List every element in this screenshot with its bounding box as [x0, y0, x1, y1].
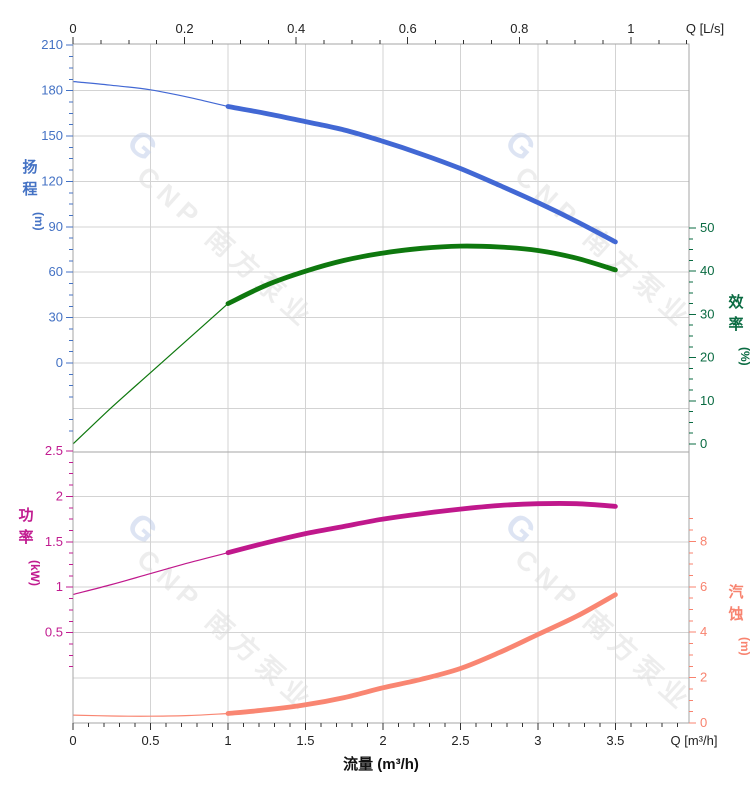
head-curve: [225, 104, 618, 245]
efficiency-curve-thin: [72, 303, 229, 445]
efficiency-axis-tick-label: 0: [700, 436, 707, 451]
cnp-watermark-logo-icon: G: [498, 506, 543, 552]
top-axis-tick-label: 1: [627, 21, 634, 36]
npsh-curve: [225, 592, 618, 716]
npsh-axis-tick-label: 2: [700, 670, 707, 685]
head-axis-tick-label: 210: [41, 37, 63, 52]
npsh-axis-tick-label: 4: [700, 624, 707, 639]
efficiency-axis-tick-label: 30: [700, 306, 714, 321]
head-axis-tick-label: 60: [49, 264, 63, 279]
head-axis-tick-label: 150: [41, 128, 63, 143]
npsh-axis-title: 蚀: [727, 605, 743, 623]
power-axis-title: 功: [18, 507, 33, 524]
bottom-axis-tick-label: 2: [379, 733, 386, 748]
bottom-axis-tick-label: 0: [69, 733, 76, 748]
bottom-axis-tick-label: 2.5: [451, 733, 469, 748]
head-axis-tick-label: 0: [56, 355, 63, 370]
top-axis-tick-label: 0.8: [510, 21, 528, 36]
power-curve-thin: [72, 552, 229, 596]
bottom-axis-unit-label: Q [m³/h]: [671, 733, 718, 748]
npsh-axis-tick-label: 8: [700, 533, 707, 548]
cnp-watermark-logo-icon: G: [120, 123, 165, 169]
efficiency-axis-tick-label: 10: [700, 393, 714, 408]
head-axis-title: 扬: [22, 158, 37, 176]
efficiency-axis-title: 效: [728, 293, 744, 311]
bottom-axis-tick-label: 1.5: [296, 733, 314, 748]
cnp-watermark-text: CNP 南方泵业: [131, 543, 321, 719]
power-axis-tick-label: 0.5: [45, 625, 63, 640]
head-axis-tick-label: 120: [41, 173, 63, 188]
top-axis-tick-label: 0.4: [287, 21, 305, 36]
npsh-curve-thin: [72, 712, 229, 717]
power-axis-tick-label: 1: [56, 579, 63, 594]
efficiency-axis-tick-label: 50: [700, 220, 714, 235]
npsh-axis-title-unit: (m): [738, 637, 752, 656]
top-axis-unit-label: Q [L/s]: [686, 21, 724, 36]
efficiency-axis-tick-label: 40: [700, 263, 714, 278]
cnp-watermark-text: CNP 南方泵业: [131, 160, 321, 336]
top-axis-tick-label: 0.2: [176, 21, 194, 36]
power-curve: [225, 501, 618, 556]
top-axis-tick-label: 0: [69, 21, 76, 36]
efficiency-curve: [225, 243, 618, 306]
head-axis-tick-label: 180: [41, 83, 63, 98]
head-axis-tick-label: 30: [49, 310, 63, 325]
cnp-watermark-logo-icon: G: [120, 506, 165, 552]
head-axis-title-unit: (m): [32, 212, 46, 231]
power-axis-tick-label: 1.5: [45, 534, 63, 549]
npsh-axis-tick-label: 6: [700, 579, 707, 594]
bottom-axis-tick-label: 0.5: [141, 733, 159, 748]
power-axis-title-unit: (kW): [28, 560, 42, 586]
top-axis-tick-label: 0.6: [399, 21, 417, 36]
head-axis-tick-label: 90: [49, 219, 63, 234]
power-axis-tick-label: 2: [56, 488, 63, 503]
head-curve-thin: [72, 80, 229, 108]
efficiency-axis-title: 率: [728, 315, 743, 333]
npsh-axis-tick-label: 0: [700, 715, 707, 730]
power-axis-title: 率: [18, 528, 33, 546]
efficiency-axis-title-unit: (%): [738, 347, 752, 366]
power-axis-tick-label: 2.5: [45, 443, 63, 458]
bottom-axis-tick-label: 1: [224, 733, 231, 748]
npsh-axis-title: 汽: [728, 583, 743, 601]
bottom-axis-tick-label: 3.5: [606, 733, 624, 748]
cnp-watermark-logo-icon: G: [498, 123, 543, 169]
efficiency-axis-tick-label: 20: [700, 350, 714, 365]
bottom-axis-title: 流量 (m³/h): [343, 755, 419, 773]
bottom-axis-tick-label: 3: [534, 733, 541, 748]
head-axis-title: 程: [22, 181, 37, 198]
